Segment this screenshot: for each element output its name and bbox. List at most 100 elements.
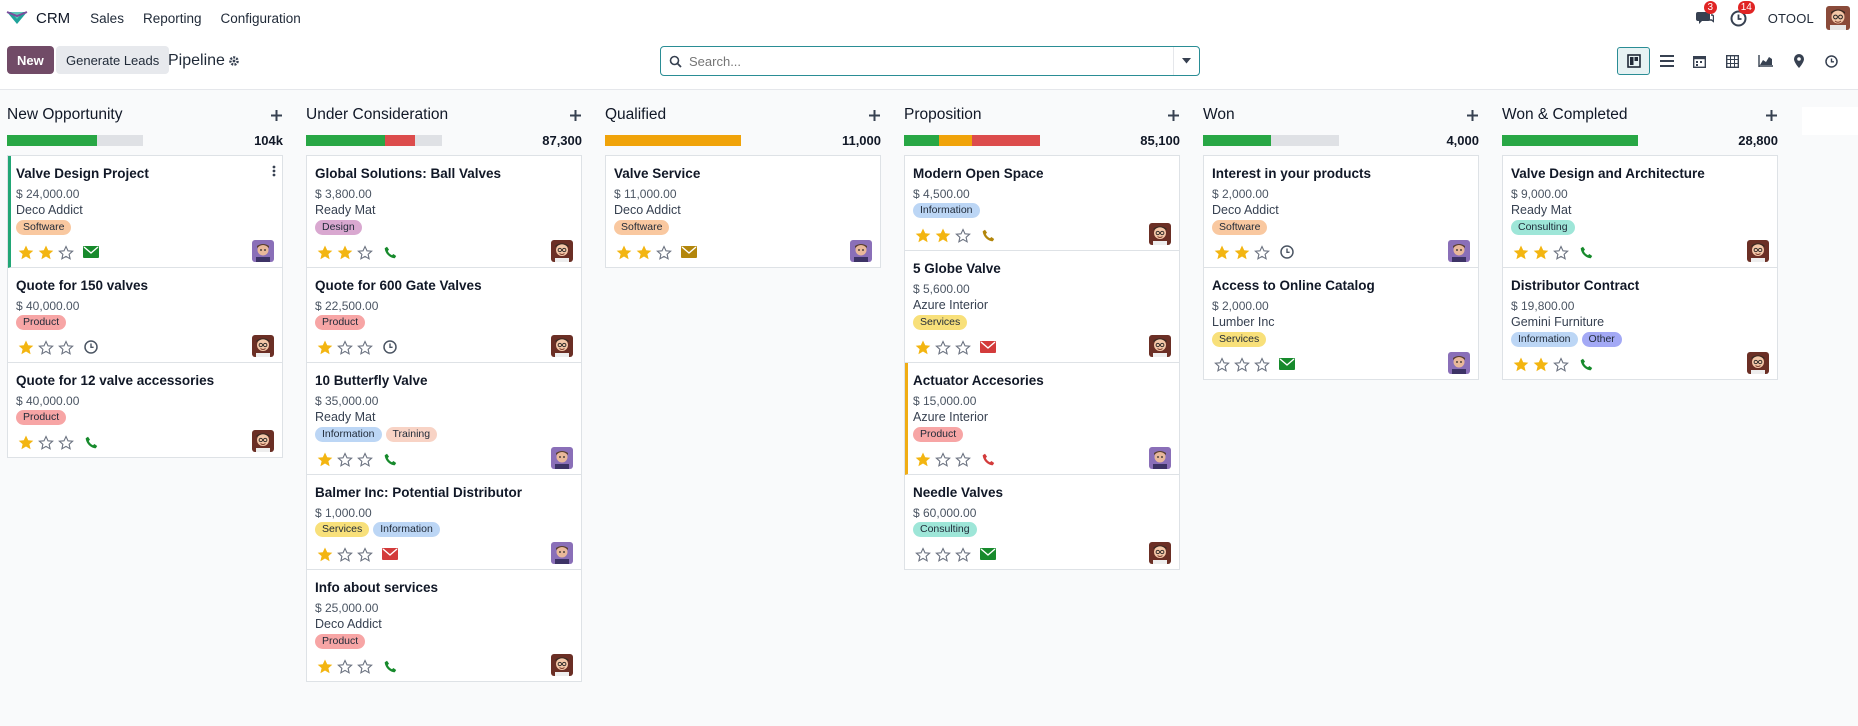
star-filled-icon[interactable] (16, 433, 35, 451)
star-filled-icon[interactable] (315, 545, 334, 563)
star-filled-icon[interactable] (16, 338, 35, 356)
star-empty-icon[interactable] (1212, 355, 1231, 373)
opportunity-card[interactable]: Distributor Contract $ 19,800.00 Gemini … (1503, 268, 1777, 379)
opportunity-card[interactable]: Access to Online Catalog $ 2,000.00 Lumb… (1204, 268, 1478, 379)
salesperson-avatar[interactable] (850, 240, 872, 262)
star-empty-icon[interactable] (355, 545, 374, 563)
opportunity-card[interactable]: Quote for 150 valves $ 40,000.00 Product (8, 268, 282, 363)
star-filled-icon[interactable] (1212, 243, 1231, 261)
salesperson-avatar[interactable] (252, 335, 274, 357)
progress-segment-green[interactable] (7, 134, 97, 146)
column-progress-bar[interactable] (605, 134, 741, 146)
star-filled-icon[interactable] (315, 657, 334, 675)
search-input[interactable] (689, 48, 1173, 74)
column-header[interactable]: New Opportunity (7, 103, 283, 127)
progress-segment-orange[interactable] (605, 134, 741, 146)
salesperson-avatar[interactable] (551, 335, 573, 357)
salesperson-avatar[interactable] (1149, 223, 1171, 245)
star-filled-icon[interactable] (36, 243, 55, 261)
opportunity-card[interactable]: Quote for 12 valve accessories $ 40,000.… (8, 363, 282, 457)
column-header[interactable]: Won (1203, 103, 1479, 127)
star-filled-icon[interactable] (1531, 355, 1550, 373)
star-empty-icon[interactable] (36, 433, 55, 451)
salesperson-avatar[interactable] (1448, 352, 1470, 374)
star-empty-icon[interactable] (355, 338, 374, 356)
star-empty-icon[interactable] (355, 243, 374, 261)
quick-add-plus-icon[interactable] (269, 105, 283, 126)
email-activity-icon[interactable] (978, 545, 998, 563)
search-options-chevron-down-icon[interactable] (1173, 47, 1199, 75)
star-empty-icon[interactable] (56, 433, 75, 451)
column-progress-bar[interactable] (7, 134, 143, 146)
column-header[interactable]: Qualified (605, 103, 881, 127)
phone-activity-icon[interactable] (380, 657, 400, 675)
star-filled-icon[interactable] (1511, 355, 1530, 373)
column-title[interactable]: Won & Completed (1502, 106, 1628, 123)
opportunity-card[interactable]: Modern Open Space $ 4,500.00 Information (905, 156, 1179, 251)
star-filled-icon[interactable] (913, 450, 932, 468)
salesperson-avatar[interactable] (551, 447, 573, 469)
crm-logo-icon[interactable] (6, 10, 28, 26)
column-progress-bar[interactable] (1203, 134, 1339, 146)
star-empty-icon[interactable] (335, 657, 354, 675)
salesperson-avatar[interactable] (1149, 542, 1171, 564)
phone-activity-icon[interactable] (978, 450, 998, 468)
activities-clock-icon[interactable]: 14 (1728, 1, 1755, 29)
map-view-icon[interactable] (1782, 47, 1815, 75)
schedule-activity-clock-icon[interactable] (380, 338, 400, 356)
opportunity-card[interactable]: Balmer Inc: Potential Distributor $ 1,00… (307, 475, 581, 570)
opportunity-card[interactable]: Actuator Accesories $ 15,000.00 Azure In… (905, 363, 1179, 475)
star-filled-icon[interactable] (1531, 243, 1550, 261)
star-empty-icon[interactable] (335, 545, 354, 563)
opportunity-card[interactable]: 10 Butterfly Valve $ 35,000.00 Ready Mat… (307, 363, 581, 475)
opportunity-card[interactable]: 5 Globe Valve $ 5,600.00 Azure Interior … (905, 251, 1179, 363)
star-empty-icon[interactable] (913, 545, 932, 563)
new-button[interactable]: New (7, 46, 54, 74)
activity-view-clock-icon[interactable] (1815, 47, 1848, 75)
opportunity-card[interactable]: Valve Design and Architecture $ 9,000.00… (1503, 156, 1777, 268)
user-avatar[interactable] (1826, 6, 1850, 30)
star-filled-icon[interactable] (614, 243, 633, 261)
phone-activity-icon[interactable] (380, 243, 400, 261)
star-filled-icon[interactable] (634, 243, 653, 261)
star-filled-icon[interactable] (1232, 243, 1251, 261)
star-empty-icon[interactable] (335, 338, 354, 356)
generate-leads-button[interactable]: Generate Leads (56, 46, 170, 74)
progress-segment-orange[interactable] (939, 134, 972, 146)
progress-segment-red[interactable] (971, 134, 1040, 146)
menu-reporting[interactable]: Reporting (142, 10, 202, 26)
star-empty-icon[interactable] (355, 657, 374, 675)
salesperson-avatar[interactable] (1448, 240, 1470, 262)
opportunity-card[interactable]: Needle Valves $ 60,000.00 Consulting (905, 475, 1179, 569)
opportunity-card[interactable]: Valve Service $ 11,000.00 Deco Addict So… (606, 156, 880, 267)
star-empty-icon[interactable] (654, 243, 673, 261)
column-progress-bar[interactable] (1502, 134, 1638, 146)
star-empty-icon[interactable] (1252, 355, 1271, 373)
star-empty-icon[interactable] (56, 338, 75, 356)
column-title[interactable]: Won (1203, 106, 1235, 123)
column-header[interactable]: Under Consideration (306, 103, 582, 127)
email-activity-icon[interactable] (1277, 355, 1297, 373)
calendar-view-icon[interactable] (1683, 47, 1716, 75)
star-filled-icon[interactable] (315, 338, 334, 356)
star-filled-icon[interactable] (315, 450, 334, 468)
quick-add-plus-icon[interactable] (1166, 105, 1180, 126)
column-progress-bar[interactable] (904, 134, 1040, 146)
email-activity-icon[interactable] (679, 243, 699, 261)
star-empty-icon[interactable] (953, 226, 972, 244)
quick-add-plus-icon[interactable] (1465, 105, 1479, 126)
star-empty-icon[interactable] (1252, 243, 1271, 261)
salesperson-avatar[interactable] (551, 542, 573, 564)
star-empty-icon[interactable] (56, 243, 75, 261)
star-empty-icon[interactable] (953, 338, 972, 356)
progress-segment-green[interactable] (306, 134, 385, 146)
star-empty-icon[interactable] (335, 450, 354, 468)
salesperson-avatar[interactable] (1747, 240, 1769, 262)
star-filled-icon[interactable] (335, 243, 354, 261)
star-empty-icon[interactable] (1551, 243, 1570, 261)
opportunity-card[interactable]: Info about services $ 25,000.00 Deco Add… (307, 570, 581, 681)
salesperson-avatar[interactable] (551, 654, 573, 676)
star-empty-icon[interactable] (933, 545, 952, 563)
menu-configuration[interactable]: Configuration (220, 10, 301, 26)
star-filled-icon[interactable] (913, 226, 932, 244)
